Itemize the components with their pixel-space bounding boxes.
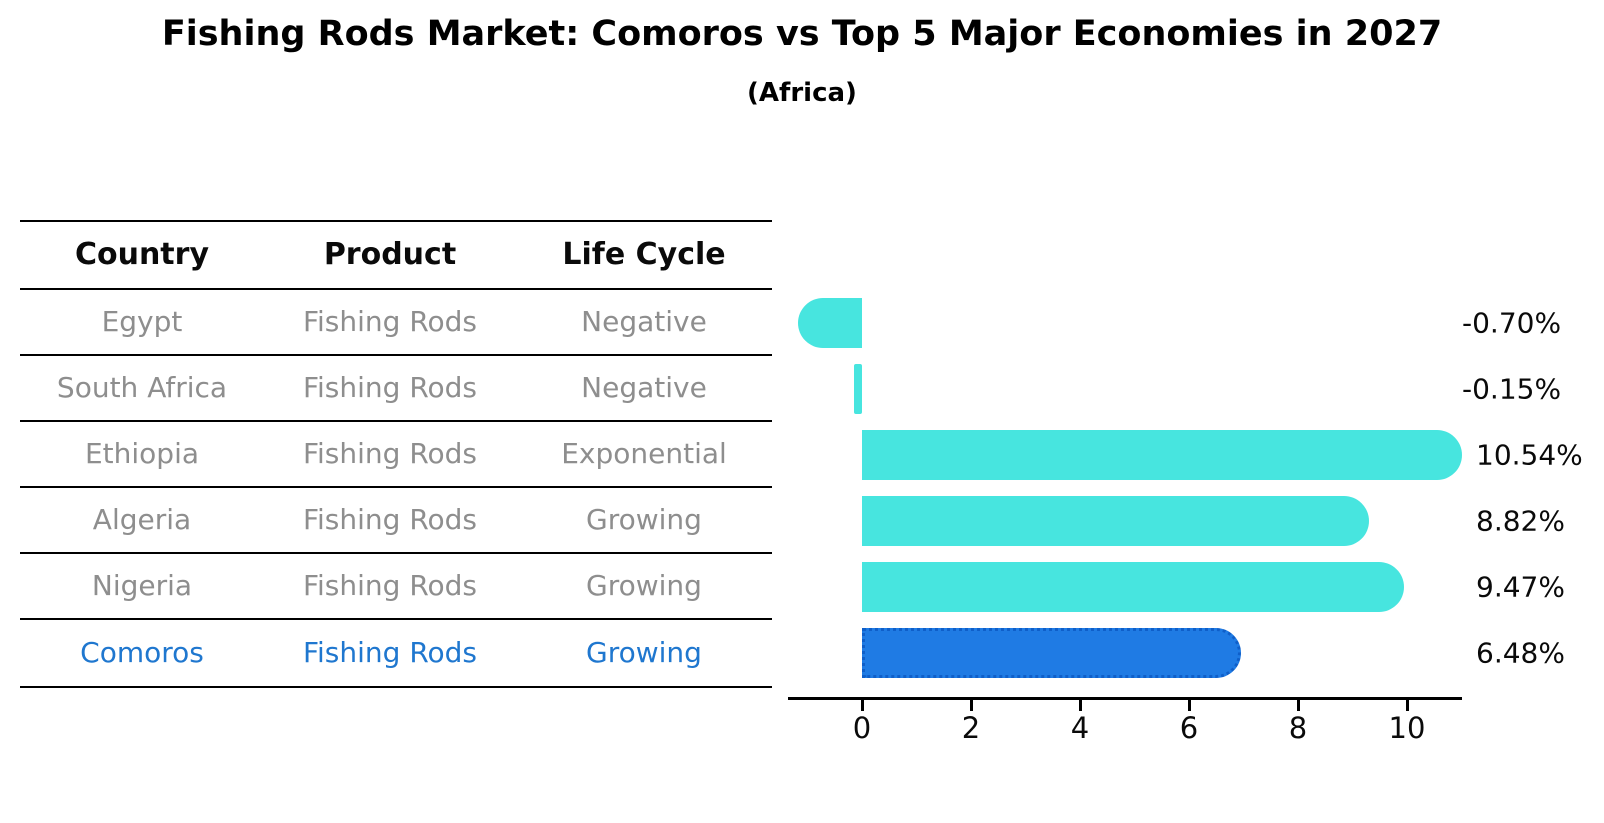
cell-country: Egypt xyxy=(101,305,183,338)
x-tick-label-2: 2 xyxy=(961,711,981,745)
table-row-comoros: Comoros Fishing Rods Growing xyxy=(20,618,772,688)
x-tick-label-4: 4 xyxy=(1070,711,1090,745)
cell-country: Algeria xyxy=(92,503,192,536)
value-label-comoros: 6.48% xyxy=(1476,636,1565,670)
value-label-south-africa: -0.15% xyxy=(1462,372,1562,406)
x-axis-line xyxy=(788,697,1462,700)
chart-subtitle: (Africa) xyxy=(747,78,857,108)
x-tick-8 xyxy=(1296,700,1300,711)
header-lifecycle: Life Cycle xyxy=(562,237,726,272)
value-label-ethiopia: 10.54% xyxy=(1476,438,1583,472)
cell-product: Fishing Rods xyxy=(302,569,478,602)
value-label-algeria: 8.82% xyxy=(1476,504,1565,538)
cell-product: Fishing Rods xyxy=(302,503,478,536)
cell-country: South Africa xyxy=(56,371,228,404)
cell-life-cycle: Growing xyxy=(586,503,702,536)
comparison-table-body: Egypt Fishing Rods Negative South Africa Fis… xyxy=(20,288,772,688)
cell-product: Fishing Rods xyxy=(302,437,478,470)
table-row-algeria: Algeria Fishing Rods Growing xyxy=(20,486,772,552)
header-country: Country xyxy=(74,237,210,272)
table-row-nigeria: Nigeria Fishing Rods Growing xyxy=(20,552,772,618)
x-tick-6 xyxy=(1187,700,1191,711)
table-row-egypt: Egypt Fishing Rods Negative xyxy=(20,288,772,354)
cell-life-cycle: Negative xyxy=(581,371,707,404)
x-tick-label-8: 8 xyxy=(1288,711,1308,745)
x-tick-label-6: 6 xyxy=(1179,711,1199,745)
cell-country: Nigeria xyxy=(91,569,193,602)
bar-algeria xyxy=(862,496,1369,546)
cell-country: Comoros xyxy=(80,636,204,669)
value-label-egypt: -0.70% xyxy=(1462,306,1562,340)
cell-product: Fishing Rods xyxy=(302,371,478,404)
cell-product: Fishing Rods xyxy=(302,305,478,338)
bar-south-africa xyxy=(853,364,862,414)
table-row-ethiopia: Ethiopia Fishing Rods Exponential xyxy=(20,420,772,486)
x-tick-0 xyxy=(860,700,864,711)
comparison-table: Country Product Life Cycle Egypt Fishing … xyxy=(20,220,772,688)
chart-title: Fishing Rods Market: Comoros vs Top 5 Ma… xyxy=(161,14,1443,54)
bar-comoros xyxy=(862,628,1242,678)
x-tick-2 xyxy=(969,700,973,711)
value-label-nigeria: 9.47% xyxy=(1476,570,1565,604)
bar-ethiopia xyxy=(862,430,1463,480)
x-tick-4 xyxy=(1078,700,1082,711)
cell-life-cycle: Growing xyxy=(586,636,702,669)
x-tick-10 xyxy=(1405,700,1409,711)
bar-nigeria xyxy=(862,562,1405,612)
cell-life-cycle: Growing xyxy=(586,569,702,602)
x-tick-label-10: 10 xyxy=(1388,711,1426,745)
table-row-south-africa: South Africa Fishing Rods Negative xyxy=(20,354,772,420)
table-header-row: Country Product Life Cycle xyxy=(20,220,772,288)
header-product: Product xyxy=(323,237,457,272)
cell-country: Ethiopia xyxy=(84,437,200,470)
cell-life-cycle: Negative xyxy=(581,305,707,338)
cell-product: Fishing Rods xyxy=(302,636,478,669)
bar-egypt xyxy=(797,298,862,348)
cell-life-cycle: Exponential xyxy=(561,437,727,470)
x-tick-label-0: 0 xyxy=(852,711,872,745)
